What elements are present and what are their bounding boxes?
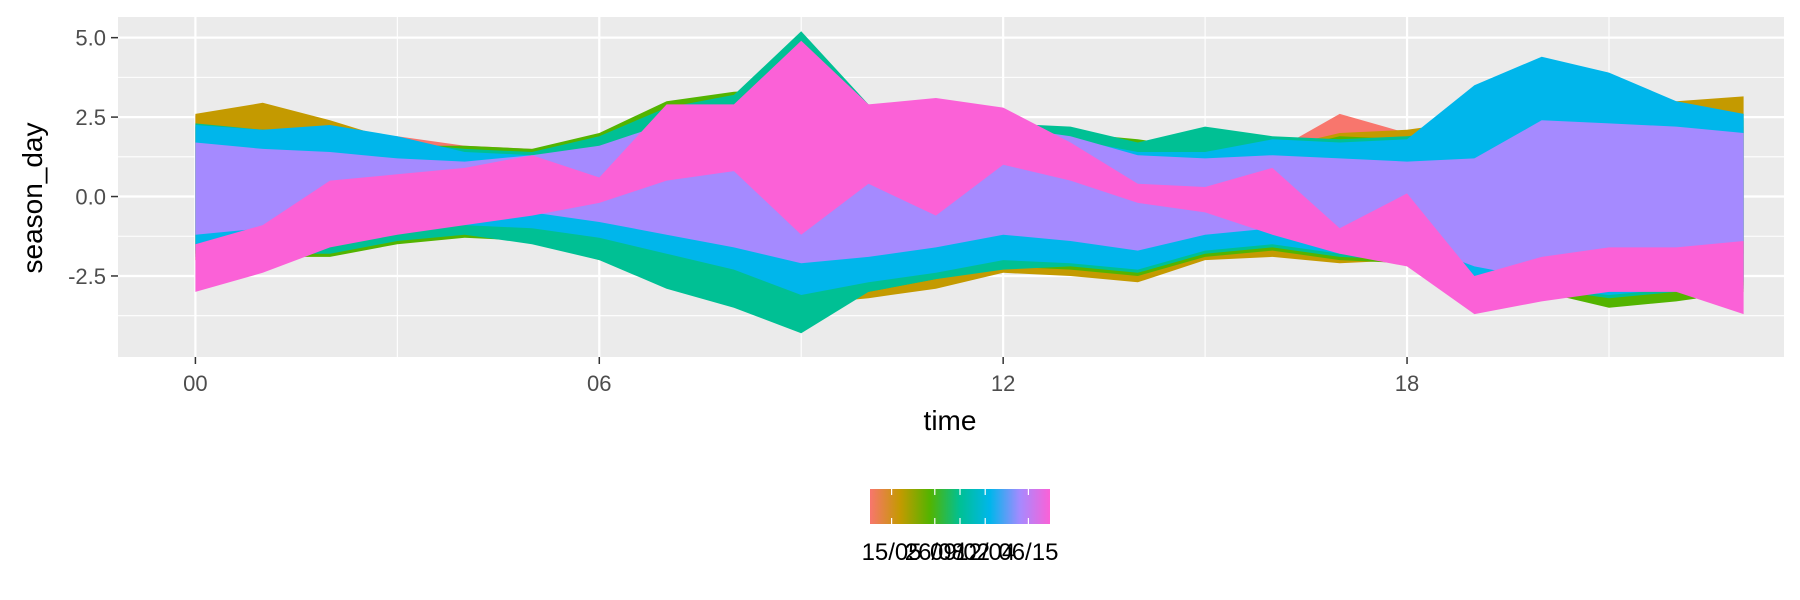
x-tick-label: 00 xyxy=(183,371,207,396)
legend-label: 09/02 xyxy=(930,539,990,566)
x-tick-label: 18 xyxy=(1395,371,1419,396)
y-tick-label: 5.0 xyxy=(75,26,106,51)
legend-label: 12/04 xyxy=(955,539,1015,566)
x-tick-label: 12 xyxy=(991,371,1015,396)
axis-ticks xyxy=(111,36,1408,364)
series-ribbon-7 xyxy=(195,40,1744,315)
legend-label: 15/05 xyxy=(862,539,922,566)
y-tick-label: 0.0 xyxy=(75,185,106,210)
y-tick-label: -2.5 xyxy=(68,264,106,289)
x-tick-label: 06 xyxy=(587,371,611,396)
x-axis-title: time xyxy=(924,405,977,436)
y-tick-label: 2.5 xyxy=(75,105,106,130)
series-layer xyxy=(195,31,1744,334)
y-axis-title: season_day xyxy=(17,122,48,273)
tick-labels: 5.0 2.5 0.0 -2.5 00 06 12 18 xyxy=(68,26,1419,396)
series-ribbon-6 xyxy=(195,94,1744,289)
legend-label: 06/15 xyxy=(998,539,1058,566)
legend-label: 26/08 xyxy=(905,539,965,566)
legend-ticks xyxy=(890,489,1030,524)
